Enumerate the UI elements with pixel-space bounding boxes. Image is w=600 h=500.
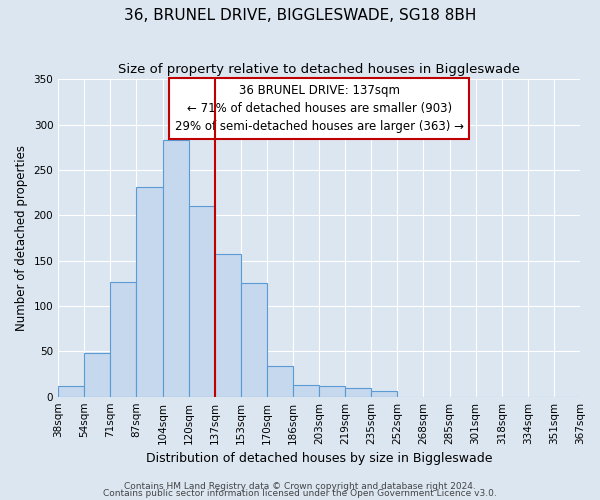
Bar <box>215 254 241 396</box>
Bar <box>188 206 215 396</box>
Bar <box>241 284 267 397</box>
Text: 36, BRUNEL DRIVE, BIGGLESWADE, SG18 8BH: 36, BRUNEL DRIVE, BIGGLESWADE, SG18 8BH <box>124 8 476 22</box>
Title: Size of property relative to detached houses in Biggleswade: Size of property relative to detached ho… <box>118 62 520 76</box>
Bar <box>163 140 188 396</box>
Bar <box>58 386 84 396</box>
Bar <box>136 188 163 396</box>
X-axis label: Distribution of detached houses by size in Biggleswade: Distribution of detached houses by size … <box>146 452 493 465</box>
Bar <box>293 385 319 396</box>
Text: Contains HM Land Registry data © Crown copyright and database right 2024.: Contains HM Land Registry data © Crown c… <box>124 482 476 491</box>
Y-axis label: Number of detached properties: Number of detached properties <box>15 145 28 331</box>
Bar <box>267 366 293 396</box>
Bar <box>345 388 371 396</box>
Bar <box>319 386 345 396</box>
Text: Contains public sector information licensed under the Open Government Licence v3: Contains public sector information licen… <box>103 490 497 498</box>
Bar <box>110 282 136 397</box>
Bar <box>84 353 110 397</box>
Bar <box>371 391 397 396</box>
Text: 36 BRUNEL DRIVE: 137sqm
← 71% of detached houses are smaller (903)
29% of semi-d: 36 BRUNEL DRIVE: 137sqm ← 71% of detache… <box>175 84 464 133</box>
